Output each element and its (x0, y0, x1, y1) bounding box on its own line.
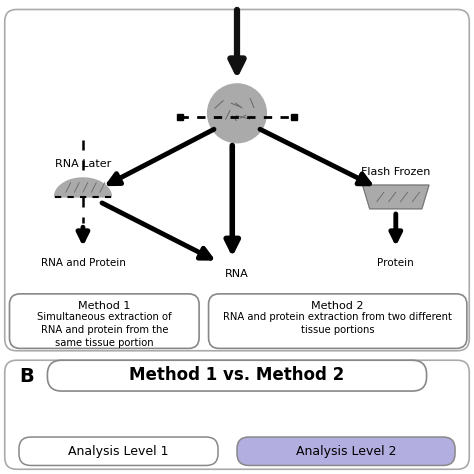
Circle shape (208, 84, 266, 143)
Text: RNA and Protein: RNA and Protein (40, 257, 126, 267)
FancyBboxPatch shape (19, 437, 218, 465)
FancyBboxPatch shape (47, 360, 427, 391)
Text: RNA and protein extraction from two different
tissue portions: RNA and protein extraction from two diff… (223, 312, 452, 335)
Text: Analysis Level 1: Analysis Level 1 (68, 445, 169, 458)
Polygon shape (363, 185, 429, 209)
FancyBboxPatch shape (237, 437, 455, 465)
Polygon shape (55, 178, 111, 197)
Text: Protein: Protein (377, 257, 414, 267)
Text: Analysis Level 2: Analysis Level 2 (296, 445, 396, 458)
Text: Method 1: Method 1 (78, 301, 130, 311)
Text: B: B (19, 367, 34, 386)
Text: Method 2: Method 2 (311, 301, 364, 311)
Text: Simultaneous extraction of
RNA and protein from the
same tissue portion: Simultaneous extraction of RNA and prote… (37, 312, 172, 348)
Text: Method 1 vs. Method 2: Method 1 vs. Method 2 (129, 366, 345, 384)
Text: RNA Later: RNA Later (55, 159, 111, 169)
Text: Flash Frozen: Flash Frozen (361, 166, 430, 176)
FancyBboxPatch shape (9, 294, 199, 348)
FancyBboxPatch shape (209, 294, 467, 348)
Text: RNA: RNA (225, 269, 249, 279)
FancyBboxPatch shape (5, 360, 469, 469)
FancyBboxPatch shape (5, 9, 469, 351)
